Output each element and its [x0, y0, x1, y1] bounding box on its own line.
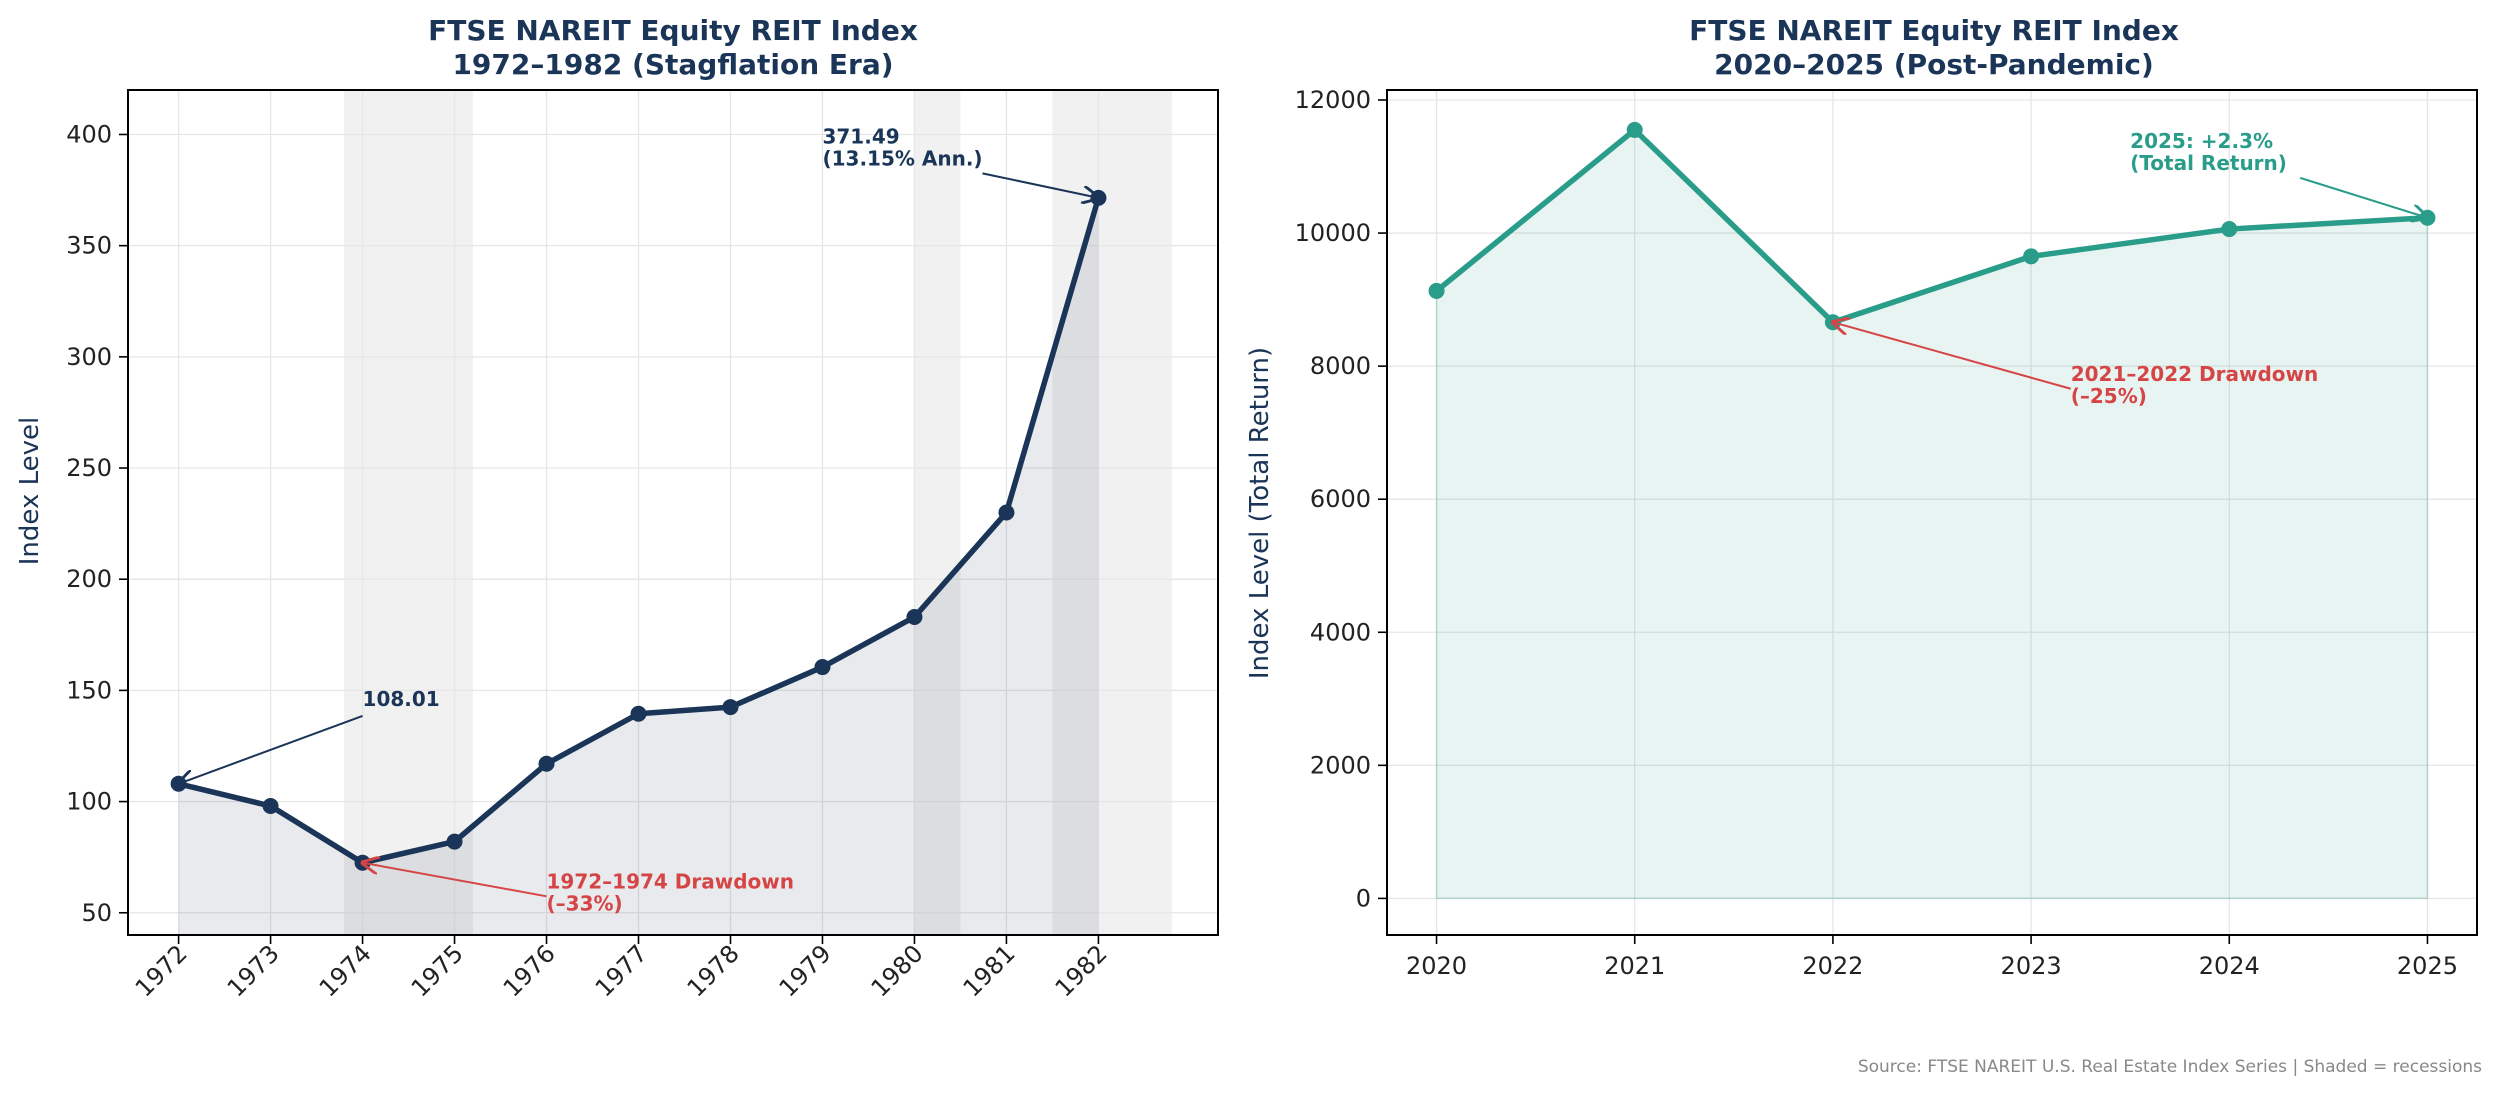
chart-title-line2: 1972–1982 (Stagflation Era) [452, 48, 893, 81]
y-tick-label: 0 [1356, 884, 1371, 912]
chart-stagflation-era: FTSE NAREIT Equity REIT Index 1972–1982 … [15, 14, 1219, 1002]
x-tick-label: 2024 [2199, 952, 2260, 980]
annotation-text-line1: 108.01 [363, 687, 440, 711]
x-tick-label: 2021 [1604, 952, 1665, 980]
chart-title-line1: FTSE NAREIT Equity REIT Index [428, 14, 918, 47]
annotation-text-line1: 2021–2022 Drawdown [2071, 362, 2319, 386]
data-point [2023, 248, 2040, 265]
source-footnote: Source: FTSE NAREIT U.S. Real Estate Ind… [1858, 1057, 2482, 1077]
recession-band [914, 90, 961, 935]
data-point [998, 504, 1015, 521]
data-point [906, 609, 923, 626]
plot-frame [127, 89, 1219, 936]
y-tick-label: 350 [66, 232, 112, 260]
series-line [1433, 127, 2431, 325]
data-point [446, 833, 463, 850]
chart-title-line1: FTSE NAREIT Equity REIT Index [1689, 14, 2179, 47]
data-point [1626, 121, 1643, 138]
area-fill [1435, 128, 2429, 900]
annotations-layer: 108.01 371.49(13.15% Ann.) 1972–1974 Drawd… [179, 124, 1099, 915]
annotations-layer: 2025: +2.3%(Total Return) 2021–2022 Drawd… [1833, 129, 2428, 408]
data-point [2221, 221, 2238, 238]
annotation-text-line1: 2025: +2.3% [2130, 129, 2273, 153]
data-point [814, 659, 831, 676]
recession-band [1052, 90, 1173, 935]
x-ticks: 2020 2021 2022 2023 2024 2025 [1406, 935, 2458, 980]
y-tick-label: 400 [66, 120, 112, 148]
x-tick-label: 1977 [590, 939, 653, 1002]
y-tick-label: 4000 [1310, 618, 1371, 646]
annotation-text-line1: 371.49 [822, 124, 899, 148]
data-point [722, 699, 739, 716]
y-ticks: 50 100 150 200 250 300 350 400 [66, 120, 128, 927]
annotation-text-line2: (Total Return) [2130, 151, 2287, 175]
y-tick-label: 300 [66, 343, 112, 371]
data-point [1428, 282, 1445, 299]
chart-title-line2: 2020–2025 (Post-Pandemic) [1714, 48, 2154, 81]
y-tick-label: 100 [66, 788, 112, 816]
y-tick-label: 2000 [1310, 751, 1371, 779]
annotation-arrow [2299, 176, 2427, 218]
x-tick-label: 1979 [774, 939, 837, 1002]
y-tick-label: 250 [66, 454, 112, 482]
x-tick-label: 1974 [314, 939, 377, 1002]
y-tick-label: 12000 [1295, 86, 1371, 114]
annotation-text-line2: (–33%) [547, 891, 623, 915]
x-tick-label: 1981 [958, 939, 1021, 1002]
y-axis-label: Index Level [15, 417, 45, 565]
annotation-arrow [179, 715, 363, 784]
annotation-arrow [363, 863, 547, 898]
x-tick-label: 1973 [222, 939, 285, 1002]
gridlines [1387, 90, 2477, 935]
x-tick-label: 2020 [1406, 952, 1467, 980]
y-tick-label: 150 [66, 676, 112, 704]
gridlines [128, 90, 1218, 935]
y-tick-label: 10000 [1295, 219, 1371, 247]
area-fill [178, 197, 1099, 936]
x-ticks: 1972 1973 1974 1975 1976 1977 1978 1979 1980 1981… [130, 935, 1113, 1002]
data-point [630, 705, 647, 722]
annotation-text-line1: 1972–1974 Drawdown [547, 869, 795, 893]
y-tick-label: 200 [66, 565, 112, 593]
recession-band [344, 90, 473, 935]
chart-post-pandemic: FTSE NAREIT Equity REIT Index 2020–2025 … [1245, 14, 2478, 980]
annotation-arrow [1833, 322, 2071, 390]
y-tick-label: 8000 [1310, 352, 1371, 380]
y-tick-label: 6000 [1310, 485, 1371, 513]
y-tick-label: 50 [81, 899, 112, 927]
y-axis-label: Index Level (Total Return) [1245, 347, 1275, 679]
plot-frame [1386, 89, 2478, 936]
x-tick-label: 2025 [2397, 952, 2458, 980]
series-line-layer [1433, 127, 2431, 325]
y-ticks: 0 2000 4000 6000 8000 10000 12000 [1295, 86, 1387, 912]
x-tick-label: 1972 [130, 939, 193, 1002]
x-tick-label: 1980 [866, 939, 929, 1002]
x-tick-label: 1978 [682, 939, 745, 1002]
data-point [262, 798, 279, 815]
recession-shading-layer [344, 90, 1173, 935]
annotation-arrow [982, 172, 1098, 198]
area-fill-layer [1435, 128, 2429, 900]
x-tick-label: 1975 [406, 939, 469, 1002]
x-tick-label: 2022 [1802, 952, 1863, 980]
data-point [538, 755, 555, 772]
annotation-text-line2: (–25%) [2071, 384, 2147, 408]
x-tick-label: 1976 [498, 939, 561, 1002]
annotation-text-line2: (13.15% Ann.) [822, 146, 982, 170]
x-tick-label: 1982 [1050, 939, 1113, 1002]
area-fill-layer [178, 197, 1099, 936]
x-tick-label: 2023 [2001, 952, 2062, 980]
